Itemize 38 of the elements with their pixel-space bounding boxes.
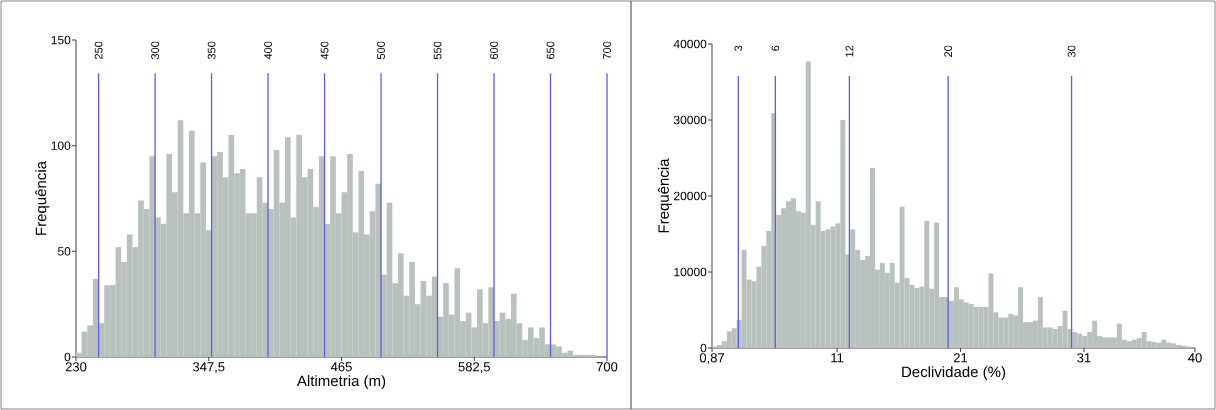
y-tick-label: 0	[700, 343, 707, 353]
ref-line-label: 30	[1067, 45, 1076, 58]
ref-line-label: 600	[490, 41, 498, 59]
ref-line-label: 450	[320, 41, 329, 60]
x-tick-label: 700	[596, 362, 618, 372]
ref-line-label: 250	[94, 41, 103, 59]
x-tick-label: 230	[65, 362, 87, 372]
ref-line-label: 300	[151, 41, 159, 60]
ref-line-label: 500	[377, 41, 385, 60]
y-tick-label: 100	[51, 141, 71, 150]
ref-line-label: 6	[771, 45, 780, 51]
ref-line-label: 3	[734, 45, 743, 51]
x-axis-title: Altimetria (m)	[296, 375, 386, 390]
x-tick-label: 0,87	[699, 353, 724, 364]
ref-line-label: 350	[207, 41, 216, 60]
y-tick-label: 30000	[673, 115, 707, 125]
x-axis-title: Declividade (%)	[902, 366, 1006, 381]
ref-line-label: 650	[546, 41, 555, 59]
ref-line-label: 20	[944, 45, 953, 57]
x-tick-label: 582,5	[458, 362, 490, 373]
y-axis-title: Frequência	[657, 158, 672, 233]
y-tick-label: 0	[64, 352, 71, 362]
ref-line-label: 400	[264, 41, 272, 60]
ref-line-label: 12	[845, 45, 854, 57]
ref-line-label: 550	[433, 41, 442, 60]
x-tick-label: 11	[831, 353, 844, 363]
y-axis-title: Frequência	[35, 160, 50, 235]
x-tick-label: 40	[1188, 353, 1202, 363]
x-tick-label: 347,5	[192, 362, 225, 373]
ref-line-label: 700	[603, 41, 611, 59]
y-tick-label: 20000	[674, 191, 707, 201]
y-tick-label: 40000	[673, 39, 707, 49]
y-tick-label: 50	[57, 247, 71, 256]
x-tick-label: 21	[953, 353, 968, 363]
y-tick-label: 10000	[674, 267, 707, 277]
y-tick-label: 150	[51, 35, 71, 45]
x-tick-label: 31	[1077, 353, 1091, 363]
x-tick-label: 465	[330, 362, 352, 372]
